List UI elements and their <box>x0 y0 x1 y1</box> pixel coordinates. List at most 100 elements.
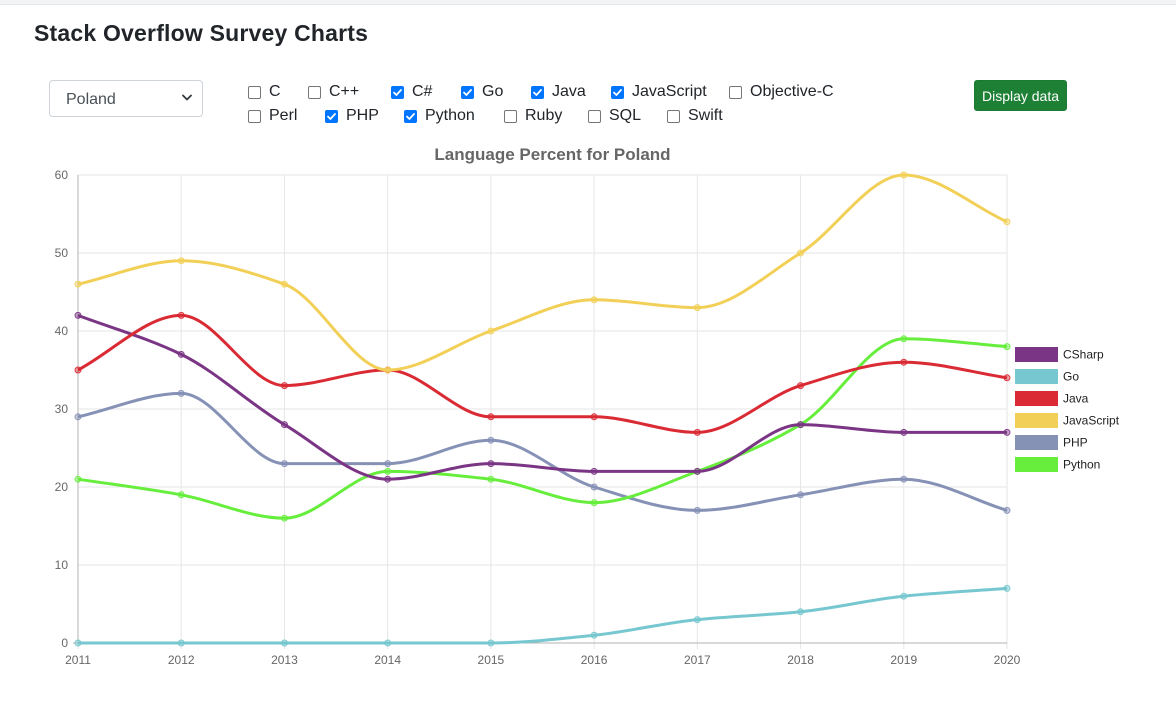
checkbox-swift[interactable] <box>667 109 680 123</box>
data-point-go <box>487 639 495 647</box>
checkbox-label: C# <box>412 83 433 100</box>
checkbox-label: Ruby <box>525 107 563 124</box>
data-point-java <box>280 382 288 390</box>
data-point-csharp <box>74 311 82 319</box>
checkbox-label: C <box>269 83 281 100</box>
language-option-ruby[interactable]: Ruby <box>504 106 562 126</box>
check-icon <box>406 112 415 120</box>
data-point-php <box>1003 506 1011 514</box>
data-point-javascript <box>797 249 805 257</box>
series-line-java <box>77 313 1008 434</box>
data-point-go <box>384 639 392 647</box>
language-option-csharp[interactable]: C# <box>391 82 432 102</box>
data-point-javascript <box>590 296 598 304</box>
checkbox-python[interactable] <box>404 109 417 123</box>
country-select[interactable]: Poland <box>49 80 203 117</box>
checkbox-php[interactable] <box>325 109 338 123</box>
data-point-python <box>177 491 185 499</box>
data-point-csharp <box>280 421 288 429</box>
checkbox-java[interactable] <box>531 85 544 99</box>
data-point-go <box>590 631 598 639</box>
data-point-javascript <box>693 304 701 312</box>
language-option-javascript[interactable]: JavaScript <box>611 82 707 102</box>
data-point-go <box>900 592 908 600</box>
checkbox-go[interactable] <box>461 85 474 99</box>
data-point-php <box>384 460 392 468</box>
language-option-python[interactable]: Python <box>404 106 475 126</box>
check-icon <box>463 88 472 96</box>
y-tick-label: 0 <box>61 636 68 650</box>
checkbox-csharp[interactable] <box>391 85 404 99</box>
browser-top-edge <box>0 0 1176 5</box>
language-option-c[interactable]: C <box>248 82 281 102</box>
x-tick-label: 2018 <box>787 653 814 667</box>
data-point-python <box>384 467 392 475</box>
check-icon <box>327 112 336 120</box>
data-point-go <box>177 639 185 647</box>
x-tick-label: 2016 <box>581 653 608 667</box>
checkbox-ruby[interactable] <box>504 109 517 123</box>
data-point-python <box>590 499 598 507</box>
legend-label: Python <box>1063 458 1100 472</box>
legend-label: CSharp <box>1063 348 1104 362</box>
y-tick-label: 10 <box>55 558 69 572</box>
legend-label: Java <box>1063 392 1089 406</box>
checkbox-javascript[interactable] <box>611 85 624 99</box>
y-tick-label: 40 <box>55 324 69 338</box>
data-point-go <box>280 639 288 647</box>
language-option-php[interactable]: PHP <box>325 106 379 126</box>
checkbox-label: PHP <box>346 107 379 124</box>
data-point-python <box>900 335 908 343</box>
checkbox-c[interactable] <box>248 85 261 99</box>
checkbox-cplusplus[interactable] <box>308 85 321 99</box>
x-tick-label: 2011 <box>65 653 91 667</box>
legend-swatch-csharp <box>1015 347 1058 362</box>
display-data-button[interactable]: Display data <box>974 80 1067 111</box>
language-option-objective-c[interactable]: Objective-C <box>729 82 834 102</box>
checkbox-label: C++ <box>329 83 360 100</box>
page-title: Stack Overflow Survey Charts <box>34 20 369 46</box>
legend-label: Go <box>1063 370 1079 384</box>
data-point-csharp <box>1003 428 1011 436</box>
checkbox-label: Objective-C <box>750 83 834 100</box>
data-point-php <box>900 475 908 483</box>
language-option-swift[interactable]: Swift <box>667 106 723 126</box>
legend-swatch-python <box>1015 457 1058 472</box>
data-point-java <box>900 358 908 366</box>
data-point-go <box>74 639 82 647</box>
checkbox-perl[interactable] <box>248 109 261 123</box>
language-option-go[interactable]: Go <box>461 82 503 102</box>
language-option-cplusplus[interactable]: C++ <box>308 82 359 102</box>
x-tick-label: 2013 <box>271 653 298 667</box>
legend-swatch-javascript <box>1015 413 1058 428</box>
language-checkboxes: C C++ C# Go Java JavaScript Objective-C Perl PHP… <box>248 82 948 130</box>
checkbox-label: Go <box>482 83 504 100</box>
data-point-csharp <box>900 428 908 436</box>
x-tick-label: 2014 <box>374 653 401 667</box>
checkbox-objective-c[interactable] <box>729 85 742 99</box>
language-option-sql[interactable]: SQL <box>588 106 641 126</box>
data-point-java <box>74 366 82 374</box>
x-tick-label: 2012 <box>168 653 195 667</box>
series-line-javascript <box>77 173 1008 372</box>
data-point-javascript <box>280 280 288 288</box>
checkbox-row: Perl PHP Python Ruby SQL Swift <box>248 106 948 130</box>
check-icon <box>613 88 622 96</box>
data-point-go <box>1003 584 1011 592</box>
data-point-python <box>280 514 288 522</box>
checkbox-label: Swift <box>688 107 723 124</box>
language-option-perl[interactable]: Perl <box>248 106 297 126</box>
chart-title: Language Percent for Poland <box>434 145 670 164</box>
checkbox-label: Python <box>425 107 475 124</box>
x-tick-label: 2017 <box>684 653 711 667</box>
legend-swatch-java <box>1015 391 1058 406</box>
data-point-go <box>693 616 701 624</box>
data-point-java <box>693 428 701 436</box>
language-option-java[interactable]: Java <box>531 82 586 102</box>
series-line-go <box>78 586 1008 645</box>
y-tick-label: 30 <box>55 402 69 416</box>
check-icon <box>393 88 402 96</box>
checkbox-sql[interactable] <box>588 109 601 123</box>
data-point-csharp <box>487 460 495 468</box>
